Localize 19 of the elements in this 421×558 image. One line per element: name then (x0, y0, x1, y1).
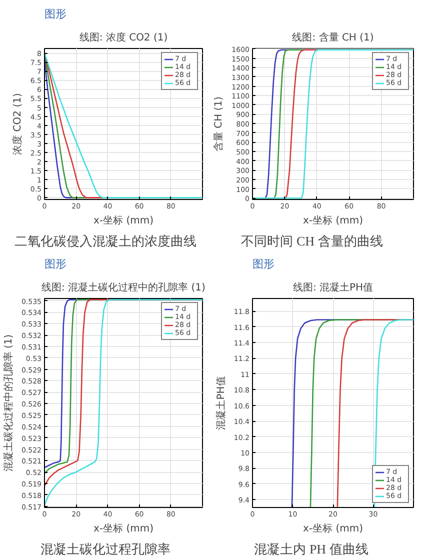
text: 混凝土内 PH 值曲线 (254, 542, 368, 556)
x-axis-title: x-坐标 (mm) (94, 522, 154, 534)
y-axis-title: 浓度 CO2 (1) (11, 93, 24, 155)
chart-subtitle: 线图: 浓度 CO2 (1) (79, 32, 168, 44)
chart-subtitle: 线图: 混凝土PH值 (292, 282, 374, 294)
text: 不同时间 CH 含量的曲线 (241, 234, 383, 248)
chart-subtitle: 线图: 含量 CH (1) (292, 32, 374, 44)
text: 混凝土碳化过程孔隙率 (40, 542, 170, 556)
x-axis-title: x-坐标 (mm) (303, 214, 364, 226)
text: 图形 (252, 258, 274, 270)
chart-subtitle: 线图: 混凝土碳化过程中的孔隙率 (1) (42, 282, 206, 294)
text: 二氧化碳侵入混凝土的浓度曲线 (14, 234, 196, 248)
text: 图形 (44, 8, 66, 20)
text: 图形 (44, 258, 66, 270)
y-axis-title: 混凝土PH值 (214, 376, 227, 430)
y-axis-title: 含量 CH (1) (212, 96, 225, 152)
y-axis-title: 混凝土碳化过程中的孔隙率 (1) (2, 334, 14, 472)
x-axis-title: x-坐标 (mm) (303, 522, 364, 534)
x-axis-title: x-坐标 (mm) (94, 214, 154, 226)
